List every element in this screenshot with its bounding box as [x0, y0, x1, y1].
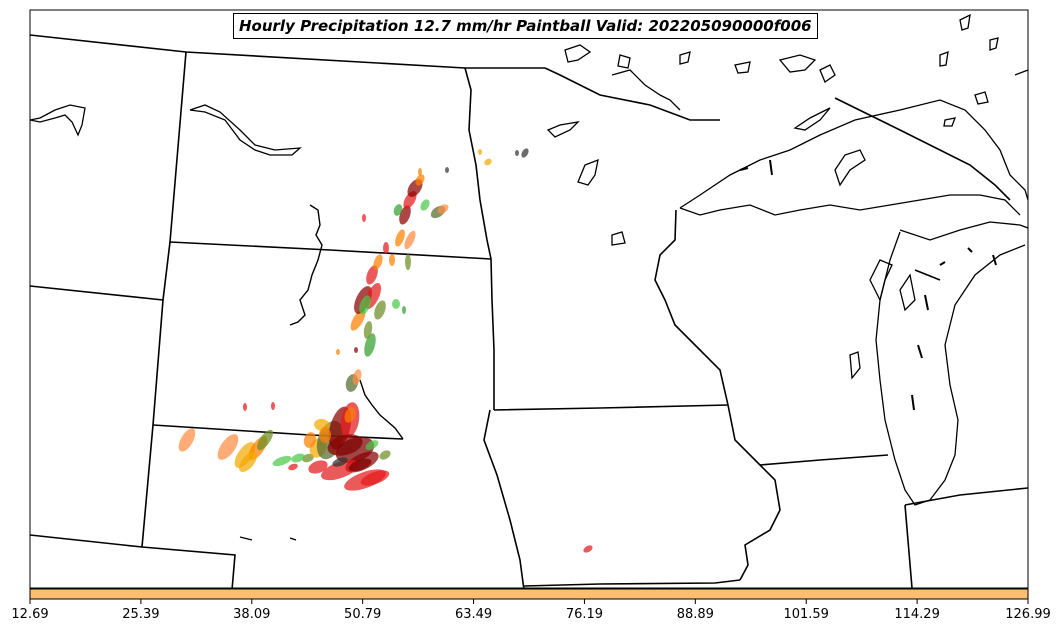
- colorbar-tick-label: 114.29: [894, 607, 940, 622]
- colorbar-tick-label: 101.59: [783, 607, 829, 622]
- precipitation-blob: [478, 149, 482, 155]
- precipitation-blob: [515, 150, 519, 156]
- colorbar-tick-label: 12.69: [11, 607, 49, 622]
- precipitation-blob: [319, 427, 331, 443]
- precipitation-blob: [344, 407, 356, 423]
- colorbar-tick-label: 126.99: [1005, 607, 1051, 622]
- precipitation-blob: [243, 403, 247, 411]
- precipitation-blob: [352, 369, 362, 385]
- precipitation-blob: [362, 214, 366, 222]
- precipitation-blob: [420, 199, 430, 211]
- precipitation-blob: [399, 205, 411, 225]
- precipitation-blob: [484, 158, 492, 166]
- precipitation-blob: [383, 242, 389, 254]
- precipitation-blob: [239, 452, 257, 472]
- colorbar-tick-label: 76.19: [565, 607, 604, 622]
- precipitation-blob: [404, 230, 416, 250]
- lake-shore-dashes: [739, 159, 997, 411]
- map-content: [30, 13, 1028, 588]
- precipitation-blob: [303, 432, 317, 448]
- map-frame: [29, 9, 1029, 589]
- precipitation-blob: [178, 428, 196, 452]
- colorbar-ticks: [29, 599, 1029, 604]
- precipitation-blob: [405, 254, 411, 270]
- precipitation-blob: [389, 254, 395, 266]
- precipitation-blob: [350, 309, 366, 331]
- precipitation-blob: [336, 349, 340, 355]
- precipitation-blob: [359, 295, 371, 315]
- colorbar-tick-label: 88.89: [676, 607, 714, 622]
- precipitation-paintball-blobs: [178, 148, 593, 553]
- precipitation-blob: [366, 265, 378, 285]
- precipitation-blob: [521, 148, 529, 158]
- precipitation-blob: [348, 458, 372, 472]
- river-lines: [289, 204, 404, 440]
- colorbar-tick-label: 25.39: [122, 607, 160, 622]
- precipitation-blob: [365, 440, 379, 450]
- precipitation-blob: [291, 453, 305, 463]
- precipitation-blob: [217, 434, 239, 460]
- precipitation-blob: [445, 167, 449, 173]
- precipitation-blob: [364, 333, 376, 357]
- precipitation-blob: [332, 457, 348, 467]
- precipitation-blob: [308, 460, 328, 474]
- precipitation-blob: [374, 300, 386, 320]
- precipitation-blob: [354, 347, 358, 353]
- precipitation-blob: [583, 545, 593, 553]
- precipitation-blob: [418, 168, 422, 176]
- precipitation-blob: [379, 450, 391, 460]
- colorbar-tick-label: 63.49: [454, 607, 493, 622]
- precipitation-blob: [393, 204, 403, 216]
- precipitation-blob: [437, 204, 449, 214]
- precipitation-blob: [360, 470, 390, 486]
- colorbar: [29, 588, 1029, 600]
- precipitation-blob: [402, 306, 406, 314]
- colorbar-tick-label: 38.09: [233, 607, 271, 622]
- lakes-and-coastlines: [30, 13, 1028, 541]
- precipitation-blob: [271, 402, 275, 410]
- precipitation-blob: [415, 174, 425, 186]
- precipitation-blob: [395, 229, 405, 247]
- map-title: Hourly Precipitation 12.7 mm/hr Paintbal…: [233, 13, 818, 39]
- precipitation-blob: [288, 463, 298, 471]
- precipitation-blob: [256, 429, 274, 451]
- colorbar-tick-label: 50.79: [344, 607, 382, 622]
- precipitation-blob: [302, 453, 314, 463]
- precipitation-blob: [234, 442, 256, 468]
- precipitation-blob: [392, 299, 400, 309]
- precipitation-blob: [363, 321, 373, 339]
- precipitation-blob: [373, 254, 383, 270]
- precipitation-blob: [272, 455, 292, 467]
- precipitation-blob: [321, 459, 359, 481]
